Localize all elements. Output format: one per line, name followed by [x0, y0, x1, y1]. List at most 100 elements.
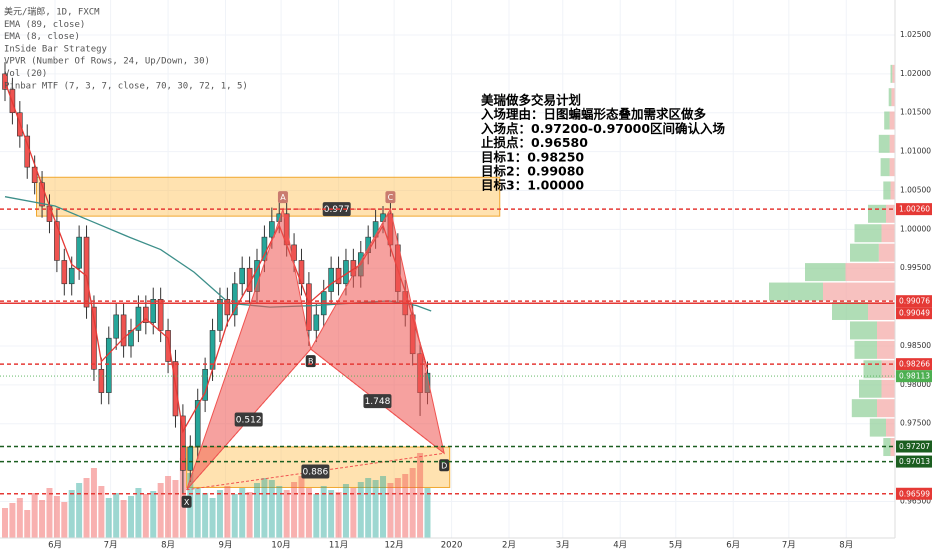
candle-body	[61, 260, 68, 285]
volume-bar	[357, 482, 364, 538]
volume-bar	[31, 493, 38, 538]
volume-bar	[402, 474, 409, 538]
profile-down	[823, 282, 895, 301]
price-tag	[896, 440, 932, 453]
candle-body	[343, 260, 349, 285]
plan-line: 入场点：0.97200-0.97000区间确认入场	[481, 121, 725, 136]
candle-body	[54, 221, 60, 261]
point-label: A	[280, 193, 286, 202]
y-tick-label: 1.00500	[900, 185, 931, 194]
profile-down	[878, 243, 895, 262]
volume-bar	[417, 453, 424, 538]
candle-body	[83, 236, 90, 308]
volume-bar	[9, 503, 16, 538]
x-tick-label: 11月	[329, 541, 348, 550]
ratio-label: 1.748	[365, 397, 391, 407]
ratio-line	[186, 348, 312, 491]
ratio-label: 0.886	[302, 468, 328, 478]
price-tag-label: 0.98113	[899, 372, 930, 381]
y-tick-label: 0.98500	[900, 341, 931, 350]
candle-body	[120, 314, 127, 347]
volume-bar	[53, 496, 60, 538]
volume-bar	[98, 486, 105, 538]
y-tick-label: 0.98000	[900, 380, 931, 389]
volume-bar	[335, 492, 342, 538]
legend-entry: InSide Bar Strategy	[4, 44, 108, 54]
candle-body	[328, 267, 334, 292]
ratio-line	[310, 348, 445, 454]
legend-entry: EMA (8, close)	[4, 32, 80, 42]
candle-body	[68, 267, 75, 285]
plan-line: 入场理由：日图蝙蝠形态叠加需求区做多	[481, 107, 707, 122]
point-box	[277, 191, 288, 204]
ratio-label: 0.512	[236, 415, 262, 425]
x-tick-label: 7月	[782, 541, 796, 550]
y-tick-label: 1.01000	[900, 147, 931, 156]
profile-down	[886, 418, 895, 437]
price-tag-label: 0.97013	[899, 457, 930, 466]
profile-up	[859, 379, 882, 398]
price-tag	[896, 295, 932, 308]
candle-body	[143, 306, 149, 323]
volume-bar	[61, 502, 68, 538]
candle-body	[157, 299, 164, 331]
x-tick-label: 7月	[104, 541, 118, 550]
volume-bar	[105, 498, 112, 538]
candle-body	[2, 73, 8, 90]
candle-body	[31, 166, 38, 184]
plan-line: 目标1：0.98250	[481, 149, 584, 164]
plan-line: 目标3：1.00000	[481, 178, 584, 193]
profile-up	[850, 321, 877, 340]
volume-profile	[769, 64, 895, 457]
volume-bar	[16, 498, 23, 538]
price-tag	[896, 358, 932, 371]
volume-bar	[380, 476, 387, 538]
volume-bar	[254, 483, 261, 538]
profile-up	[832, 301, 868, 320]
x-tick-label: 9月	[219, 541, 233, 550]
volume-bar	[150, 491, 157, 538]
candle-body	[46, 205, 53, 222]
ratio-box	[301, 464, 330, 479]
volume-bar	[246, 492, 253, 538]
plan-line: 止损点：0.96580	[481, 135, 588, 150]
candle-body	[335, 267, 342, 285]
volume-bar	[46, 488, 53, 538]
candle-body	[105, 337, 112, 393]
volume-bar	[276, 486, 283, 538]
profile-down	[881, 379, 895, 398]
candle-body	[180, 415, 186, 471]
candle-body	[150, 299, 157, 323]
time-axis	[0, 538, 932, 550]
profile-up	[805, 263, 846, 282]
volume-bar	[261, 478, 268, 538]
profile-down	[892, 64, 895, 83]
profile-up	[884, 111, 890, 130]
candle-body	[231, 283, 238, 316]
plan-line: 美瑞做多交易计划	[481, 93, 581, 108]
volume-bar	[328, 490, 335, 538]
profile-down	[890, 181, 895, 200]
volume-bar	[342, 484, 349, 538]
price-tag	[896, 370, 932, 383]
x-tick-label: 5月	[669, 541, 683, 550]
profile-up	[890, 64, 893, 83]
volume-bar	[291, 482, 298, 538]
x-tick-label: 8月	[839, 541, 853, 550]
volume-bar	[350, 488, 357, 538]
candle-body	[313, 314, 320, 331]
profile-up	[883, 181, 891, 200]
profile-down	[881, 360, 895, 379]
x-tick-label: 3月	[556, 541, 570, 550]
profile-up	[854, 224, 882, 243]
x-tick-label: 6月	[48, 541, 62, 550]
volume-bar	[135, 488, 142, 538]
y-tick-label: 0.99500	[900, 263, 931, 272]
price-tag-label: 0.97207	[899, 442, 930, 451]
y-tick-label: 1.00000	[900, 224, 931, 233]
volume-bar	[39, 500, 46, 538]
ratio-box	[234, 412, 263, 427]
ema-line	[4, 81, 429, 434]
volume-bar	[216, 490, 223, 538]
